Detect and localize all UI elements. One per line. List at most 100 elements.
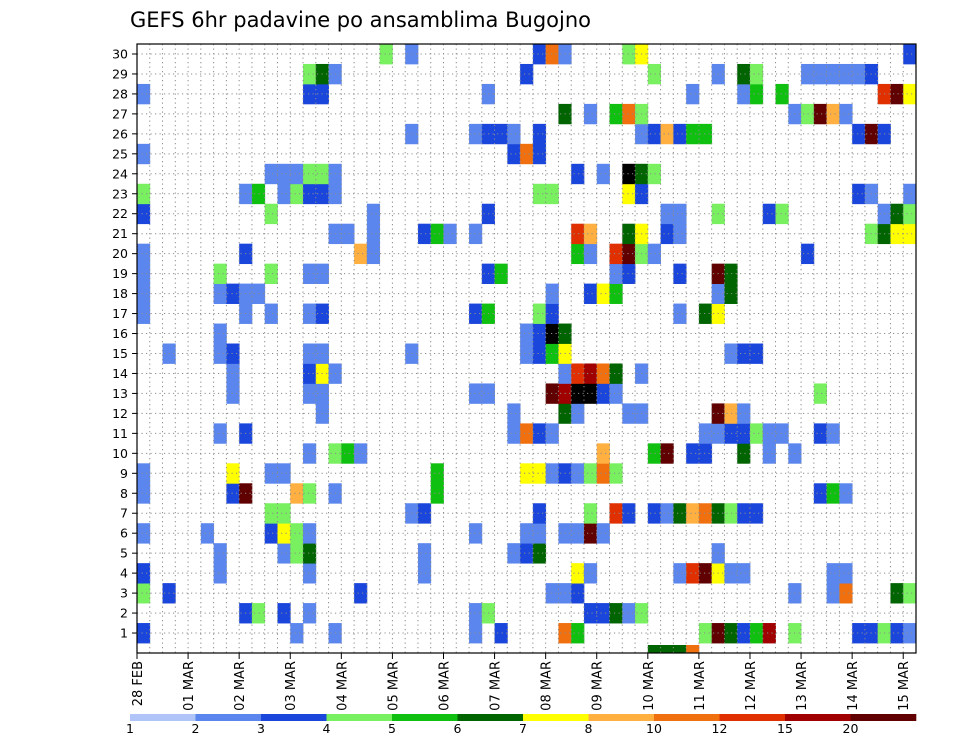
precip-cell [571, 523, 585, 544]
precip-cell [583, 523, 598, 544]
precip-cell [545, 303, 559, 324]
precip-cell [839, 103, 853, 125]
y-tick-label: 10 [112, 446, 128, 461]
precip-cell [903, 183, 917, 205]
precip-cell [737, 563, 751, 584]
colorbar-swatch [785, 714, 851, 721]
precip-cell [226, 463, 240, 484]
precip-cell [571, 383, 585, 404]
precip-cell [507, 403, 521, 424]
precip-cell [277, 163, 291, 185]
y-tick-label: 9 [120, 466, 128, 481]
precip-cell [762, 443, 776, 464]
precip-cell [571, 463, 585, 484]
precip-cell [749, 343, 764, 364]
precip-cell [583, 363, 598, 384]
precip-cell [852, 63, 866, 85]
precip-cell [737, 623, 751, 644]
precip-cell [303, 523, 317, 544]
y-tick-label: 15 [112, 346, 128, 361]
precip-cell [532, 44, 547, 65]
precip-cell [277, 503, 291, 524]
precip-cell [673, 123, 687, 145]
precip-cell [622, 403, 636, 424]
precip-cell [520, 323, 534, 344]
precip-cell [583, 103, 598, 125]
y-tick-label: 14 [112, 366, 128, 381]
precip-cell [213, 423, 227, 444]
precip-cell [417, 223, 432, 245]
precip-cell [596, 383, 610, 404]
x-tick-label: 07 MAR [489, 661, 504, 711]
precip-cell [749, 423, 764, 444]
precip-cell [609, 363, 623, 384]
x-axis: 28 FEB 01 MAR 02 MAR 03 MAR 04 MAR 05 MAR 06 M… [131, 653, 912, 711]
precip-cell [903, 223, 917, 245]
precip-cell [686, 563, 700, 584]
y-tick-label: 13 [112, 386, 128, 401]
precip-cell [507, 543, 521, 564]
y-tick-label: 27 [112, 106, 128, 121]
precip-cell [290, 163, 304, 185]
x-tick-label: 09 MAR [591, 661, 606, 711]
precip-cell [609, 463, 623, 484]
precip-cell [647, 503, 661, 524]
precip-cell [520, 423, 534, 444]
precip-cell [545, 583, 559, 604]
x-tick-label: 01 MAR [182, 661, 197, 711]
precip-cell [647, 63, 661, 85]
precip-cell [571, 223, 585, 245]
y-tick-label: 4 [120, 566, 128, 581]
precip-cell [200, 523, 215, 544]
precip-cell [762, 203, 776, 225]
precip-cell [226, 383, 240, 404]
precip-cell [749, 83, 764, 105]
precip-cell [647, 163, 661, 185]
precip-cell [673, 303, 687, 324]
precip-cell [903, 83, 917, 105]
y-tick-label: 18 [112, 286, 128, 301]
precip-cell [430, 223, 444, 245]
colorbar-label: 12 [712, 721, 728, 736]
precip-cell [622, 44, 636, 65]
precip-cell [826, 583, 840, 604]
precip-cell [532, 523, 547, 544]
precip-cell [532, 323, 547, 344]
colorbar-label: 2 [192, 721, 200, 736]
precip-cell [583, 243, 598, 265]
precip-cell [622, 223, 636, 245]
precip-cell [737, 83, 751, 105]
precip-cell [137, 303, 151, 324]
precip-cell [520, 63, 534, 85]
precip-cell [839, 63, 853, 85]
y-tick-label: 3 [120, 586, 128, 601]
precip-cell [545, 44, 559, 65]
grid-lines [137, 44, 916, 653]
precip-cell [290, 623, 304, 644]
colorbar-label: 4 [323, 721, 331, 736]
precip-cell [698, 303, 713, 324]
colorbar-swatch [850, 714, 917, 721]
colorbar-swatch [588, 714, 655, 721]
precip-cell [417, 563, 432, 584]
precip-cell [826, 423, 840, 444]
precip-cell [583, 283, 598, 304]
precip-cell [622, 503, 636, 524]
y-tick-label: 11 [112, 426, 128, 441]
precip-cell [852, 123, 866, 145]
precip-cell [264, 203, 278, 225]
precip-cell [686, 503, 700, 524]
precip-cell [379, 44, 393, 65]
y-tick-label: 8 [120, 486, 128, 501]
colorbar-swatch [523, 714, 589, 721]
precip-cell [213, 283, 227, 304]
precip-cell [303, 363, 317, 384]
precip-cell [354, 443, 368, 464]
precip-cell [660, 123, 674, 145]
y-tick-label: 21 [112, 226, 128, 241]
precip-cell [583, 223, 598, 245]
precip-cell [596, 463, 610, 484]
precip-cell [264, 303, 278, 324]
precip-cell [303, 303, 317, 324]
precip-cell [277, 183, 291, 205]
